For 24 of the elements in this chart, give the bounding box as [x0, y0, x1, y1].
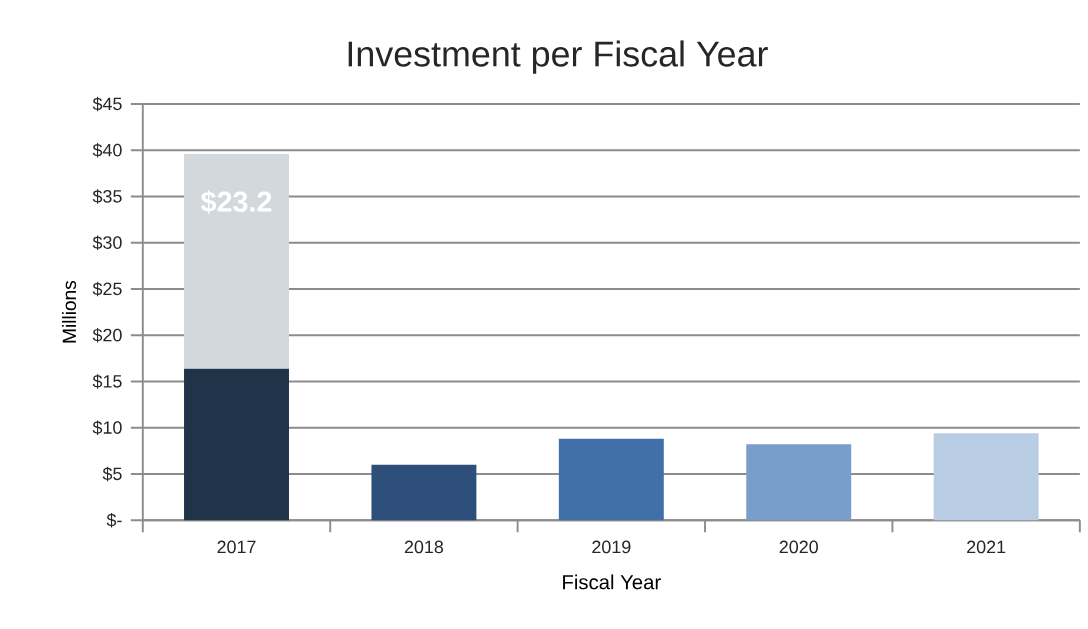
x-tick-label: 2021 [967, 540, 1006, 554]
y-tick-label: $30 [92, 235, 122, 250]
y-tick-label: $25 [92, 281, 122, 297]
chart-title: Investment per Fiscal Year [348, 40, 768, 74]
bar [933, 433, 1039, 521]
y-tick-label: $40 [92, 143, 122, 158]
x-axis-title: Fiscal Year [563, 574, 661, 590]
bar [371, 464, 477, 521]
y-tick-label: $10 [92, 420, 122, 435]
y-tick-label: $- [106, 512, 122, 528]
x-tick-label: 2020 [779, 540, 818, 554]
x-tick-label: 2017 [217, 540, 256, 554]
y-tick-label: $35 [92, 189, 122, 204]
bar [184, 368, 289, 521]
y-tick-label: $20 [92, 327, 122, 343]
bar [558, 438, 664, 521]
bar [746, 444, 852, 521]
y-axis-title: Millions [62, 280, 77, 343]
x-tick-label: 2018 [404, 540, 444, 554]
x-tick-label: 2019 [592, 540, 631, 554]
y-tick-label: $15 [92, 374, 122, 389]
y-tick-label: $5 [102, 466, 122, 482]
bar [184, 153, 289, 369]
y-tick-label: $45 [92, 96, 122, 112]
